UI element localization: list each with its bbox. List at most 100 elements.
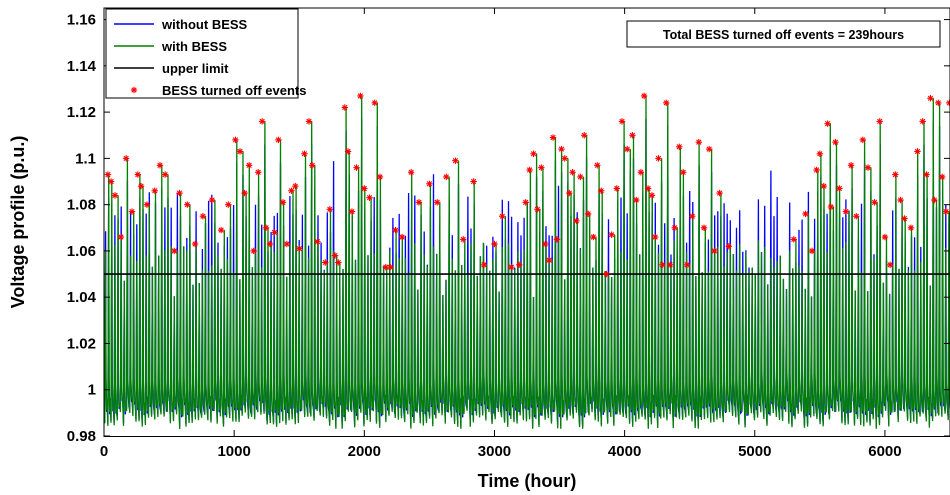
event-marker: [309, 162, 316, 169]
event-marker: [659, 261, 666, 268]
x-tick-label: 4000: [608, 443, 641, 460]
event-marker: [871, 199, 878, 206]
event-marker: [545, 256, 553, 264]
event-marker: [266, 240, 274, 248]
event-marker: [176, 189, 183, 197]
event-marker: [689, 213, 696, 220]
event-marker: [842, 208, 850, 215]
event-marker: [914, 148, 921, 155]
event-marker: [353, 164, 360, 171]
event-marker: [322, 259, 329, 266]
plot-frame: [103, 7, 950, 437]
event-marker: [217, 226, 225, 234]
event-marker: [515, 261, 523, 268]
event-marker: [314, 238, 321, 245]
y-tick-label: 1.06: [67, 243, 96, 260]
event-marker: [590, 233, 597, 241]
event-marker: [876, 118, 883, 125]
event-marker: [935, 99, 942, 107]
event-marker: [549, 134, 557, 141]
event-marker: [679, 169, 687, 176]
event-marker: [392, 226, 399, 234]
event-marker: [538, 164, 545, 171]
event-marker: [558, 145, 565, 153]
event-marker: [820, 182, 827, 190]
event-marker: [508, 263, 515, 271]
event-marker: [341, 104, 348, 111]
event-marker: [443, 173, 450, 181]
event-marker: [919, 118, 926, 125]
event-marker: [111, 192, 119, 199]
event-marker: [161, 171, 169, 178]
event-marker: [250, 247, 257, 255]
event-marker: [534, 206, 541, 213]
event-marker: [671, 224, 678, 231]
event-markers: [104, 92, 950, 278]
y-tick-label: 1.12: [67, 104, 96, 121]
event-marker: [288, 187, 295, 194]
event-marker: [143, 201, 151, 208]
x-tick-label: 6000: [868, 443, 901, 460]
x-tick-label: 1000: [217, 443, 250, 460]
event-marker: [296, 245, 303, 252]
event-marker: [618, 118, 626, 125]
event-marker: [271, 229, 278, 236]
event-marker: [640, 92, 648, 100]
event-marker: [881, 233, 889, 241]
event-marker: [566, 189, 573, 197]
event-marker: [700, 224, 708, 231]
event-marker: [137, 182, 145, 190]
event-marker: [335, 259, 342, 266]
event-marker: [676, 143, 683, 151]
event-marker: [581, 132, 588, 139]
event-marker: [122, 155, 130, 162]
event-marker: [624, 145, 631, 153]
event-marker: [480, 261, 488, 268]
event-marker: [107, 178, 115, 185]
event-marker: [156, 162, 164, 169]
event-marker: [648, 192, 656, 199]
event-marker: [594, 162, 601, 169]
y-tick-label: 1.1: [75, 150, 96, 167]
event-marker: [326, 206, 334, 213]
event-marker: [897, 196, 904, 204]
y-axis-title: Voltage profile (p.u.): [8, 136, 28, 309]
event-marker: [460, 236, 467, 243]
event-marker: [597, 187, 605, 194]
event-marker: [526, 166, 533, 174]
event-marker: [802, 210, 809, 218]
event-marker: [629, 132, 636, 139]
event-marker: [530, 150, 537, 157]
event-marker: [331, 252, 339, 259]
event-marker: [255, 169, 262, 176]
event-marker: [191, 240, 199, 248]
event-marker: [542, 240, 549, 248]
event-marker: [305, 118, 313, 125]
event-marker: [663, 99, 670, 107]
event-marker: [923, 171, 930, 178]
event-marker: [725, 243, 732, 250]
y-tick-label: 1.02: [67, 335, 96, 352]
event-marker: [864, 164, 872, 171]
event-marker: [847, 162, 855, 169]
event-marker: [892, 171, 899, 178]
event-marker: [942, 208, 950, 215]
event-marker: [225, 201, 232, 208]
event-marker: [376, 173, 384, 181]
event-marker: [232, 136, 239, 144]
event-marker: [836, 185, 843, 192]
event-marker: [134, 171, 142, 178]
event-marker: [711, 247, 718, 255]
event-marker: [470, 178, 477, 185]
event-marker: [695, 138, 703, 146]
event-marker: [361, 185, 368, 192]
event-marker: [907, 224, 915, 231]
event-marker: [522, 199, 529, 206]
event-marker: [344, 148, 352, 155]
event-marker: [938, 173, 946, 181]
x-tick-label: 5000: [738, 443, 771, 460]
legend-label-upper-limit: upper limit: [162, 61, 229, 76]
event-marker: [859, 136, 866, 144]
